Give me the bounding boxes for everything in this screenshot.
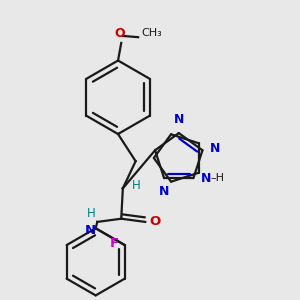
Text: O: O — [114, 27, 125, 40]
Text: O: O — [149, 215, 160, 228]
Text: N: N — [174, 113, 184, 126]
Text: H: H — [132, 179, 140, 192]
Text: –H: –H — [210, 173, 224, 183]
Text: CH₃: CH₃ — [141, 28, 162, 38]
Text: F: F — [110, 237, 119, 250]
Text: N: N — [200, 172, 211, 185]
Text: N: N — [85, 224, 96, 236]
Text: N: N — [209, 142, 220, 155]
Text: N: N — [159, 185, 169, 198]
Text: H: H — [87, 207, 96, 220]
